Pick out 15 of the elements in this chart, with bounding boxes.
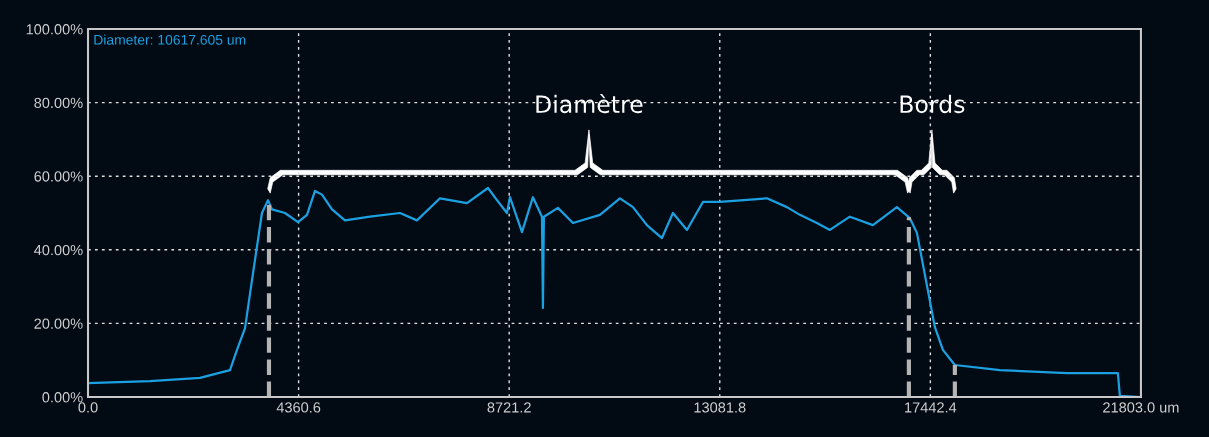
y-tick-label: 80.00% — [34, 97, 83, 109]
y-tick-label: 40.00% — [34, 244, 83, 256]
annotation: Bords — [900, 94, 965, 114]
x-tick-label: 17442.4 — [905, 402, 957, 413]
annotation: Diameter: 10617.605 um — [94, 34, 246, 45]
x-tick-label: 21803.0 um — [1103, 402, 1179, 413]
y-tick-label: 20.00% — [34, 318, 83, 329]
y-tick-label: 60.00% — [34, 171, 83, 182]
x-tick-label: 13081.8 — [694, 402, 746, 413]
x-tick-label: 8721.2 — [487, 402, 531, 413]
y-tick-label: 0.00% — [42, 392, 83, 403]
annotation: Diamètre — [536, 93, 643, 114]
x-tick-label: 0.0 — [78, 402, 98, 413]
x-tick-label: 4360.6 — [276, 402, 321, 413]
y-tick-label: 100.00% — [26, 24, 83, 35]
